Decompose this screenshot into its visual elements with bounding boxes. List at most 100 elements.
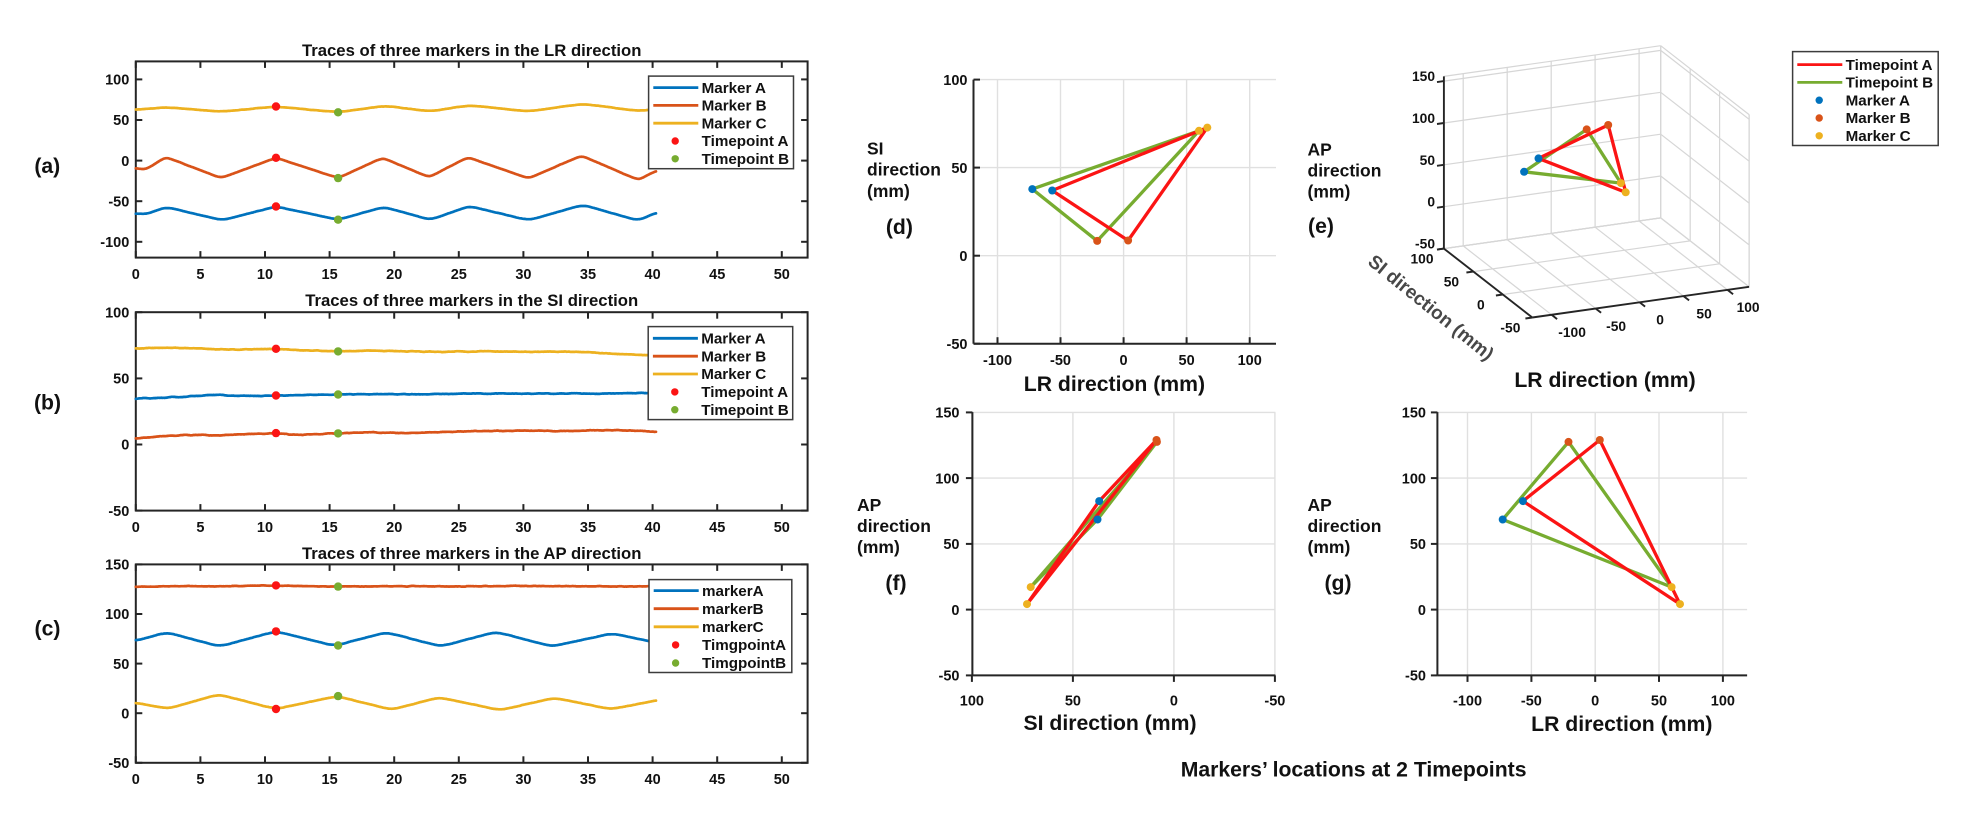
svg-text:(mm): (mm)	[857, 537, 900, 557]
svg-text:-100: -100	[1558, 325, 1586, 340]
svg-text:45: 45	[709, 267, 725, 283]
svg-text:TimgpointA: TimgpointA	[702, 637, 786, 654]
svg-text:0: 0	[121, 154, 129, 170]
svg-text:-50: -50	[108, 756, 129, 772]
svg-text:Marker C: Marker C	[702, 115, 767, 132]
svg-text:100: 100	[1238, 353, 1262, 369]
svg-text:Timepoint A: Timepoint A	[702, 133, 789, 150]
svg-text:-50: -50	[947, 337, 968, 353]
svg-text:-50: -50	[108, 504, 129, 520]
svg-text:50: 50	[774, 772, 790, 788]
svg-text:0: 0	[132, 520, 140, 536]
svg-text:0: 0	[121, 438, 129, 454]
svg-text:LR direction (mm): LR direction (mm)	[1531, 713, 1712, 736]
svg-text:100: 100	[1410, 252, 1433, 267]
svg-text:Marker B: Marker B	[701, 348, 766, 365]
svg-text:150: 150	[105, 558, 129, 574]
svg-text:35: 35	[580, 267, 596, 283]
svg-text:Marker B: Marker B	[702, 98, 767, 115]
svg-text:AP: AP	[1308, 495, 1333, 515]
svg-text:AP: AP	[1308, 140, 1333, 160]
svg-text:AP: AP	[857, 495, 882, 515]
svg-text:100: 100	[935, 471, 959, 487]
svg-text:30: 30	[515, 267, 531, 283]
svg-text:(mm): (mm)	[1308, 537, 1351, 557]
svg-text:50: 50	[113, 657, 129, 673]
svg-text:50: 50	[113, 113, 129, 129]
svg-text:0: 0	[132, 267, 140, 283]
svg-text:50: 50	[1179, 353, 1195, 369]
svg-text:LR direction (mm): LR direction (mm)	[1514, 369, 1695, 392]
svg-text:50: 50	[1410, 537, 1426, 553]
svg-text:Marker C: Marker C	[1846, 128, 1911, 145]
svg-text:LR direction (mm): LR direction (mm)	[1024, 373, 1205, 396]
svg-text:direction: direction	[1308, 161, 1382, 181]
svg-text:(mm): (mm)	[867, 181, 910, 201]
svg-text:50: 50	[951, 161, 967, 177]
svg-text:-100: -100	[1453, 694, 1482, 710]
svg-text:-50: -50	[1500, 321, 1520, 336]
svg-text:-50: -50	[1405, 669, 1426, 685]
svg-text:-50: -50	[939, 669, 960, 685]
svg-text:direction: direction	[867, 160, 941, 180]
svg-text:100: 100	[1412, 111, 1435, 126]
svg-text:50: 50	[774, 267, 790, 283]
svg-text:150: 150	[1402, 406, 1426, 422]
svg-text:(c): (c)	[35, 618, 61, 641]
svg-text:markerC: markerC	[702, 619, 764, 636]
svg-text:50: 50	[943, 537, 959, 553]
svg-text:30: 30	[515, 772, 531, 788]
svg-text:50: 50	[1696, 306, 1712, 321]
svg-text:markerB: markerB	[702, 601, 764, 618]
svg-text:10: 10	[257, 267, 273, 283]
svg-text:20: 20	[386, 520, 402, 536]
svg-text:Traces of three markers in the: Traces of three markers in the LR direct…	[302, 41, 641, 60]
svg-text:100: 100	[943, 73, 967, 89]
svg-text:Timepoint B: Timepoint B	[1846, 75, 1934, 92]
svg-text:15: 15	[322, 267, 338, 283]
svg-text:Traces of three markers in the: Traces of three markers in the SI direct…	[305, 291, 638, 310]
svg-text:100: 100	[1711, 694, 1735, 710]
svg-text:40: 40	[645, 772, 661, 788]
svg-text:35: 35	[580, 520, 596, 536]
svg-text:100: 100	[1737, 300, 1760, 315]
svg-text:markerA: markerA	[702, 583, 764, 600]
svg-text:(b): (b)	[34, 392, 61, 415]
svg-text:50: 50	[774, 520, 790, 536]
svg-text:50: 50	[1420, 153, 1436, 168]
svg-text:50: 50	[113, 372, 129, 388]
svg-text:(d): (d)	[886, 216, 913, 239]
svg-text:-100: -100	[983, 353, 1012, 369]
svg-text:(a): (a)	[34, 155, 60, 178]
svg-text:100: 100	[105, 73, 129, 89]
svg-text:0: 0	[1120, 353, 1128, 369]
svg-text:Markers’ locations at 2 Timepo: Markers’ locations at 2 Timepoints	[1181, 759, 1527, 782]
svg-text:20: 20	[386, 267, 402, 283]
svg-text:Timepoint B: Timepoint B	[702, 151, 790, 168]
svg-text:Marker A: Marker A	[702, 80, 766, 97]
svg-text:(f): (f)	[885, 572, 906, 595]
svg-text:50: 50	[1065, 694, 1081, 710]
svg-text:0: 0	[1656, 313, 1664, 328]
svg-text:5: 5	[196, 772, 204, 788]
svg-text:25: 25	[451, 267, 467, 283]
svg-text:TimgpointB: TimgpointB	[702, 655, 786, 672]
svg-text:Traces of three markers in the: Traces of three markers in the AP direct…	[302, 544, 641, 563]
svg-text:direction: direction	[1308, 516, 1382, 536]
svg-text:10: 10	[257, 520, 273, 536]
svg-text:-50: -50	[1606, 319, 1626, 334]
svg-text:50: 50	[1651, 694, 1667, 710]
svg-text:-50: -50	[108, 194, 129, 210]
svg-text:40: 40	[645, 267, 661, 283]
svg-text:0: 0	[1427, 195, 1435, 210]
svg-text:15: 15	[322, 772, 338, 788]
svg-text:150: 150	[1412, 69, 1435, 84]
svg-text:(mm): (mm)	[1308, 182, 1351, 202]
svg-text:-50: -50	[1521, 694, 1542, 710]
svg-text:100: 100	[105, 305, 129, 321]
svg-text:Timepoint B: Timepoint B	[701, 402, 789, 419]
svg-text:-50: -50	[1415, 237, 1435, 252]
svg-text:-100: -100	[100, 235, 129, 251]
svg-text:(g): (g)	[1324, 572, 1351, 595]
svg-text:5: 5	[196, 267, 204, 283]
